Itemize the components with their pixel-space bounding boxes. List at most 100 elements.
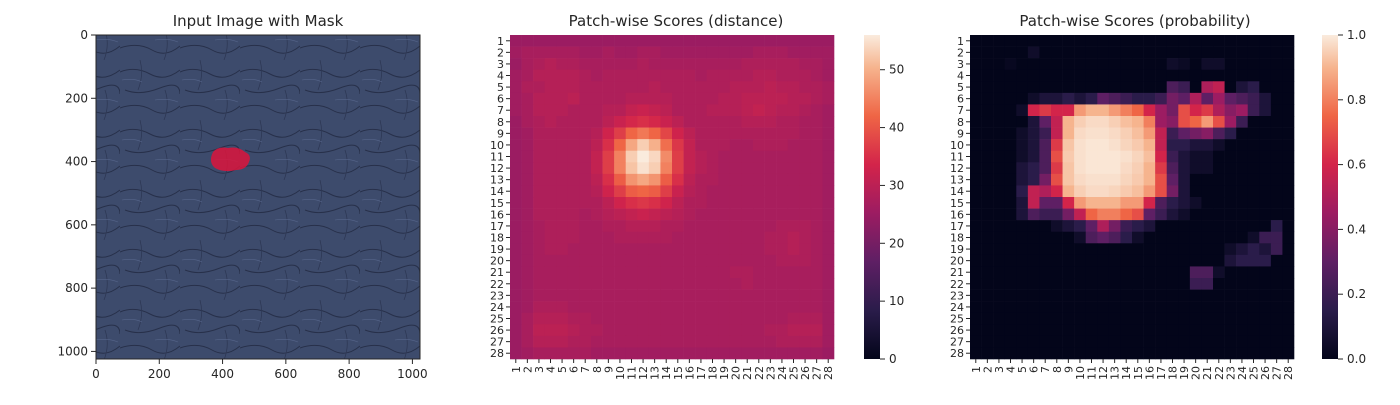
heatmap-cell (1259, 139, 1272, 152)
heatmap-cell (1189, 46, 1202, 59)
heatmap-cell (672, 208, 684, 221)
heatmap-cell (660, 289, 673, 302)
heatmap-cell (1178, 127, 1191, 140)
heatmap-cell (625, 35, 638, 47)
heatmap-cell (1062, 278, 1075, 290)
heatmap-cell (1039, 173, 1052, 186)
heatmap-cell (787, 173, 800, 186)
heatmap-cell (614, 116, 627, 128)
heatmap-cell (556, 301, 569, 314)
heatmap-cell (718, 347, 731, 360)
heatmap-cell (822, 150, 835, 163)
heatmap-cell (1027, 301, 1040, 314)
heatmap-cell (706, 139, 719, 152)
heatmap-cell (718, 301, 731, 314)
heatmap-cell (579, 243, 592, 256)
heatmap-cell (614, 46, 627, 59)
heatmap-cell (1016, 104, 1029, 117)
heatmap-cell (718, 324, 731, 337)
heatmap-cell (695, 335, 708, 348)
heatmap-cell (533, 278, 546, 290)
heatmap-cell (741, 289, 754, 302)
heatmap-cell (1201, 231, 1214, 244)
heatmap-cell (993, 139, 1006, 152)
heatmap-cell (822, 254, 835, 267)
heatmap-cell (799, 231, 812, 244)
colorbar-tick-label: 20 (889, 236, 904, 250)
heatmap-cell (787, 35, 800, 47)
heatmap-cell (729, 243, 742, 256)
heatmap-cell (970, 335, 982, 348)
heatmap-cell (1074, 58, 1087, 71)
col-tick-label: 7 (579, 366, 592, 373)
heatmap-cell (1108, 231, 1121, 244)
heatmap-cell (648, 81, 661, 94)
heatmap-cell (1259, 243, 1272, 256)
heatmap-cell (706, 46, 719, 59)
heatmap-cell (981, 35, 994, 47)
heatmap-cell (1201, 116, 1214, 128)
y-tick-label: 1000 (57, 344, 88, 358)
heatmap-cell (764, 104, 777, 117)
heatmap-cell (1224, 335, 1237, 348)
heatmap-cell (1062, 69, 1075, 82)
heatmap-cell (556, 116, 569, 128)
heatmap-cell (970, 92, 982, 105)
col-tick-label: 12 (1097, 366, 1110, 380)
heatmap-cell (1120, 81, 1133, 94)
heatmap-cell (614, 231, 627, 244)
heatmap-cell (1074, 185, 1087, 198)
heatmap-cell (660, 185, 673, 198)
heatmap-cell (1108, 81, 1121, 94)
heatmap-cell (648, 208, 661, 221)
heatmap-cell (1039, 104, 1052, 117)
heatmap-cell (1051, 116, 1063, 128)
heatmap-cell (1236, 254, 1249, 267)
heatmap-cell (1213, 289, 1225, 302)
heatmap-cell (1027, 185, 1040, 198)
heatmap-cell (1132, 58, 1144, 71)
heatmap-cell (510, 46, 522, 59)
heatmap-cell (787, 162, 800, 175)
heatmap-cell (625, 150, 638, 163)
heatmap-cell (533, 92, 546, 105)
heatmap-cell (993, 243, 1006, 256)
heatmap-cell (544, 69, 557, 82)
row-tick-label: 9 (957, 127, 964, 140)
panel2-title: Patch-wise Scores (distance) (569, 12, 784, 30)
heatmap-cell (1213, 35, 1225, 47)
heatmap-cell (1143, 35, 1156, 47)
heatmap-cell (1016, 35, 1029, 47)
heatmap-cell (799, 58, 812, 71)
heatmap-cell (1108, 104, 1121, 117)
heatmap-cell (1201, 266, 1214, 279)
heatmap-cell (993, 116, 1006, 128)
heatmap-cell (1236, 347, 1249, 360)
heatmap-cell (764, 266, 777, 279)
heatmap-cell (1039, 243, 1052, 256)
heatmap-cell (1143, 162, 1156, 175)
heatmap-cell (556, 46, 569, 59)
heatmap-cell (544, 150, 557, 163)
heatmap-cell (753, 220, 765, 233)
heatmap-cell (799, 243, 812, 256)
row-tick-label: 20 (490, 255, 504, 268)
heatmap-cell (544, 278, 557, 290)
heatmap-cell (1189, 35, 1202, 47)
col-tick-label: 24 (776, 366, 789, 380)
row-tick-label: 1 (497, 35, 504, 48)
heatmap-cell (1166, 35, 1179, 47)
heatmap-cell (776, 92, 789, 105)
heatmap-cell (753, 197, 765, 209)
heatmap-cell (1004, 185, 1017, 198)
heatmap-cell (1201, 208, 1214, 221)
heatmap-cell (981, 278, 994, 290)
heatmap-cell (1051, 35, 1063, 47)
heatmap-cell (648, 162, 661, 175)
heatmap-cell (533, 312, 546, 325)
col-tick-label: 4 (545, 366, 558, 373)
heatmap-cell (510, 58, 522, 71)
col-tick-label: 20 (730, 366, 743, 380)
heatmap-cell (822, 162, 835, 175)
heatmap-cell (1201, 347, 1214, 360)
